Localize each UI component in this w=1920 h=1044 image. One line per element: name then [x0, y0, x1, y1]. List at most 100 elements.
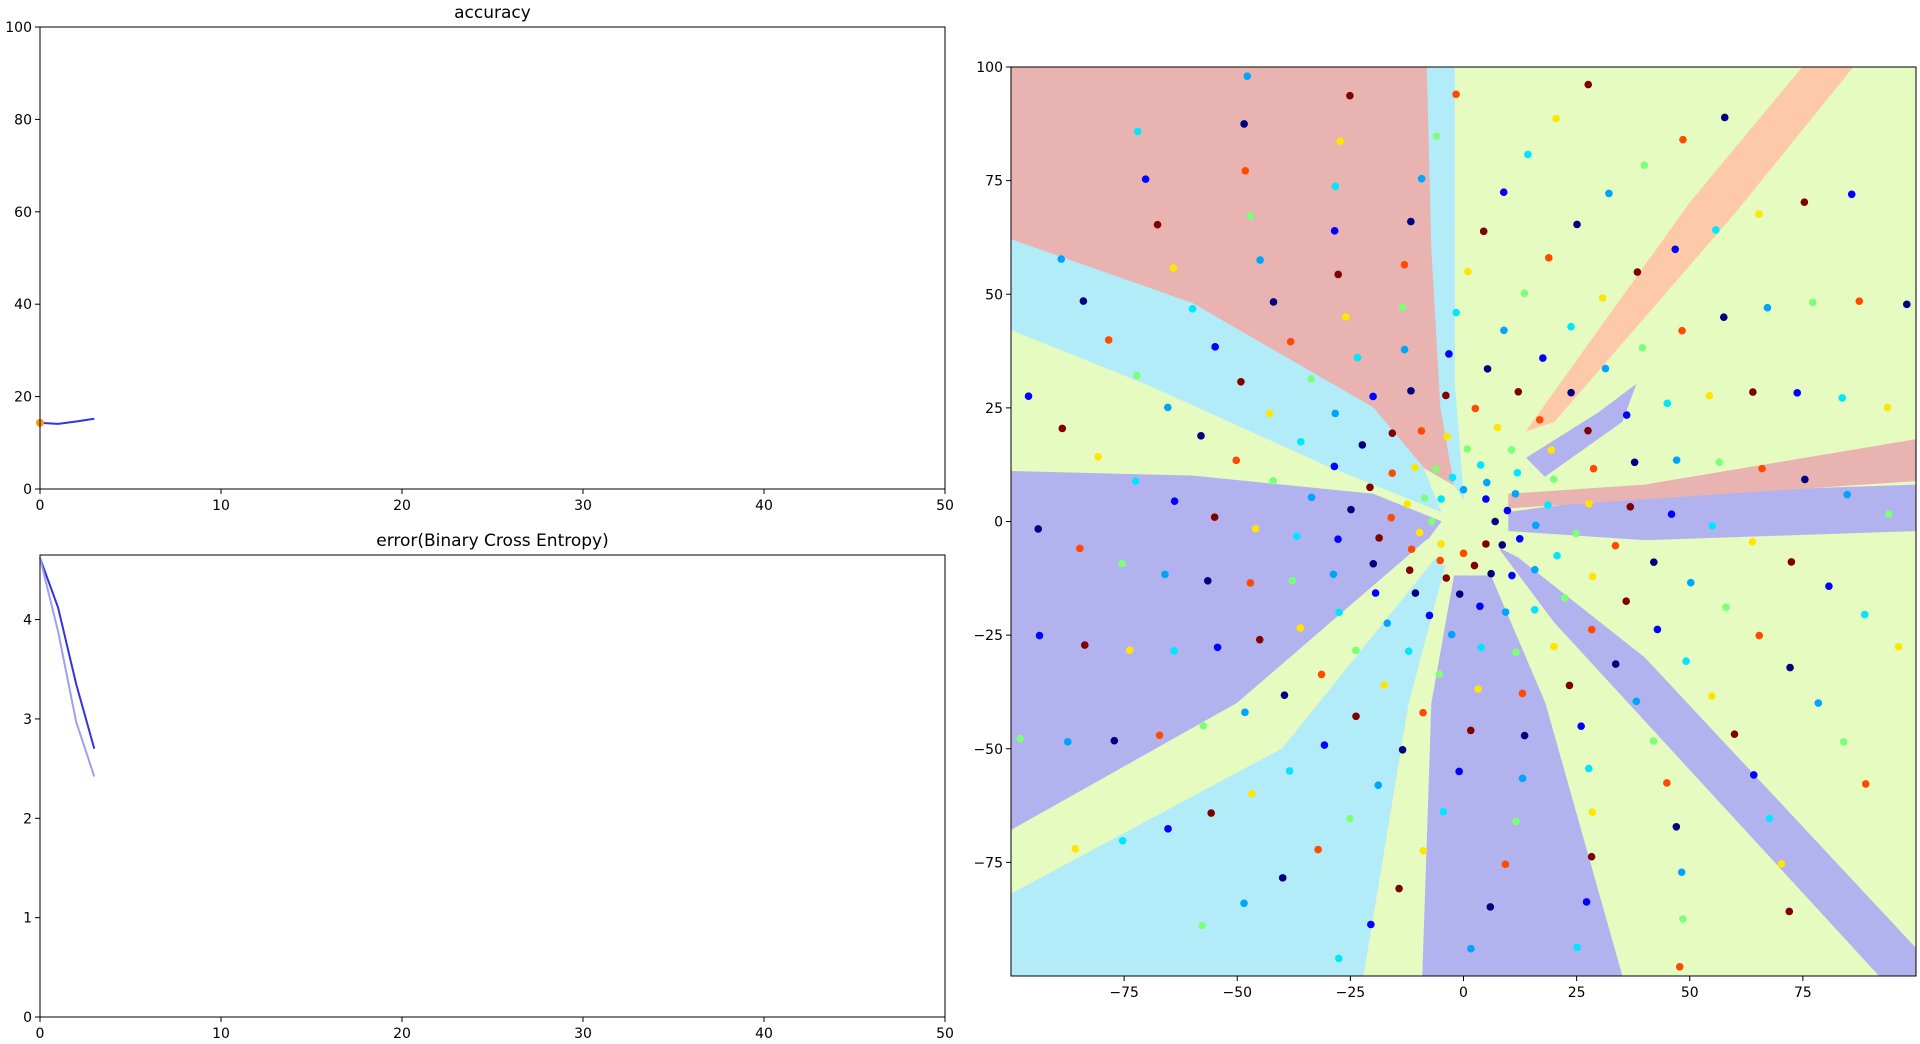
scatter-point	[1500, 326, 1508, 335]
scatter-point	[1633, 268, 1642, 276]
y-tick-label: −75	[973, 855, 1003, 871]
scatter-point	[1705, 391, 1714, 400]
scatter-point	[1436, 556, 1444, 565]
y-tick-label: 80	[14, 112, 32, 128]
scatter-point	[1838, 394, 1847, 402]
scatter-point	[1588, 572, 1597, 581]
decision-region	[1526, 383, 1637, 477]
y-tick-label: 0	[23, 1010, 32, 1026]
scatter-point	[1808, 298, 1817, 307]
scatter-point	[1520, 731, 1529, 740]
scatter-point	[1491, 517, 1499, 526]
y-tick-label: 75	[985, 174, 1003, 190]
scatter-point	[1388, 469, 1397, 478]
y-tick-label: −50	[973, 742, 1003, 758]
scatter-point	[1667, 510, 1676, 519]
x-tick-label: 20	[393, 1026, 411, 1042]
scatter-point	[1246, 212, 1255, 221]
y-tick-label: 2	[23, 811, 32, 827]
scatter-point	[1197, 432, 1205, 440]
scatter-point	[1763, 303, 1772, 312]
scatter-point	[1748, 537, 1757, 546]
scatter-point	[1547, 446, 1556, 454]
series-line-1	[39, 557, 96, 777]
scatter-point	[1380, 681, 1388, 689]
plot-area	[40, 555, 945, 1017]
decision-region	[1499, 548, 1916, 976]
scatter-point	[1508, 571, 1516, 580]
scatter-point	[1034, 525, 1043, 533]
scatter-point	[1307, 493, 1316, 502]
scatter-point	[1346, 91, 1354, 100]
y-tick-label: 50	[985, 287, 1003, 303]
x-tick-label: 40	[755, 1026, 773, 1042]
scatter-point	[1653, 625, 1662, 634]
scatter-point	[1063, 738, 1072, 746]
scatter-point	[1317, 670, 1326, 679]
scatter-point	[1400, 260, 1409, 269]
scatter-point	[1161, 570, 1169, 579]
x-tick-label: −75	[1109, 985, 1139, 1001]
scatter-point	[1459, 485, 1468, 494]
scatter-point	[1513, 469, 1522, 477]
scatter-point	[1285, 767, 1294, 775]
scatter-point	[1503, 506, 1512, 515]
decision-region	[1426, 67, 1465, 501]
scatter-point	[1169, 264, 1178, 272]
scatter-point	[1589, 464, 1598, 473]
scatter-point	[1630, 458, 1639, 467]
scatter-point	[1544, 501, 1552, 509]
scatter-point	[1679, 135, 1687, 144]
y-tick-label: 4	[23, 613, 32, 629]
scatter-point	[1232, 456, 1241, 465]
scatter-point	[1847, 190, 1856, 199]
scatter-point	[1464, 267, 1472, 276]
decision-region	[1525, 67, 1854, 432]
scatter-point	[1649, 737, 1658, 745]
y-tick-label: 0	[23, 482, 32, 498]
scatter-point	[1417, 174, 1426, 183]
scatter-point	[1163, 403, 1172, 412]
scatter-point	[1573, 220, 1581, 229]
scatter-point	[1286, 337, 1295, 346]
scatter-point	[1387, 513, 1395, 522]
scatter-point	[1611, 660, 1620, 668]
scatter-point	[1278, 874, 1287, 882]
scatter-point	[1405, 566, 1414, 574]
scatter-point	[1419, 847, 1428, 855]
scatter-point	[1777, 860, 1786, 868]
scatter-point	[1672, 456, 1681, 464]
scatter-point	[1626, 503, 1635, 511]
scatter-point	[1663, 779, 1671, 787]
scatter-point	[1369, 559, 1378, 568]
scatter-point	[1587, 625, 1596, 634]
scatter-point	[1487, 569, 1495, 578]
scatter-point	[1125, 646, 1134, 654]
plot-area	[40, 27, 945, 489]
scatter-point	[1307, 375, 1316, 383]
x-tick-label: 10	[212, 1026, 230, 1042]
scatter-point	[1470, 561, 1479, 570]
scatter-point	[1477, 643, 1485, 652]
scatter-point	[1240, 899, 1248, 908]
x-tick-label: 10	[212, 498, 230, 514]
scatter-point	[1255, 635, 1264, 644]
scatter-point	[1104, 336, 1113, 344]
scatter-point	[1398, 745, 1407, 754]
scatter-point	[1512, 817, 1520, 826]
scatter-point	[1793, 389, 1802, 397]
scatter-point	[1241, 708, 1249, 717]
scatter-point	[1861, 780, 1870, 788]
scatter-point	[1330, 227, 1339, 235]
scatter-point	[1640, 161, 1649, 169]
scatter-point	[1501, 860, 1510, 869]
scatter-point	[1622, 597, 1630, 605]
chart-title: accuracy	[454, 3, 531, 23]
scatter-point	[1374, 781, 1383, 789]
scatter-point	[1452, 90, 1460, 99]
scatter-point	[1425, 611, 1434, 620]
scatter-point	[1730, 730, 1739, 738]
scatter-point	[1243, 72, 1252, 81]
scatter-point	[1118, 836, 1127, 845]
scatter-point	[1058, 424, 1067, 433]
